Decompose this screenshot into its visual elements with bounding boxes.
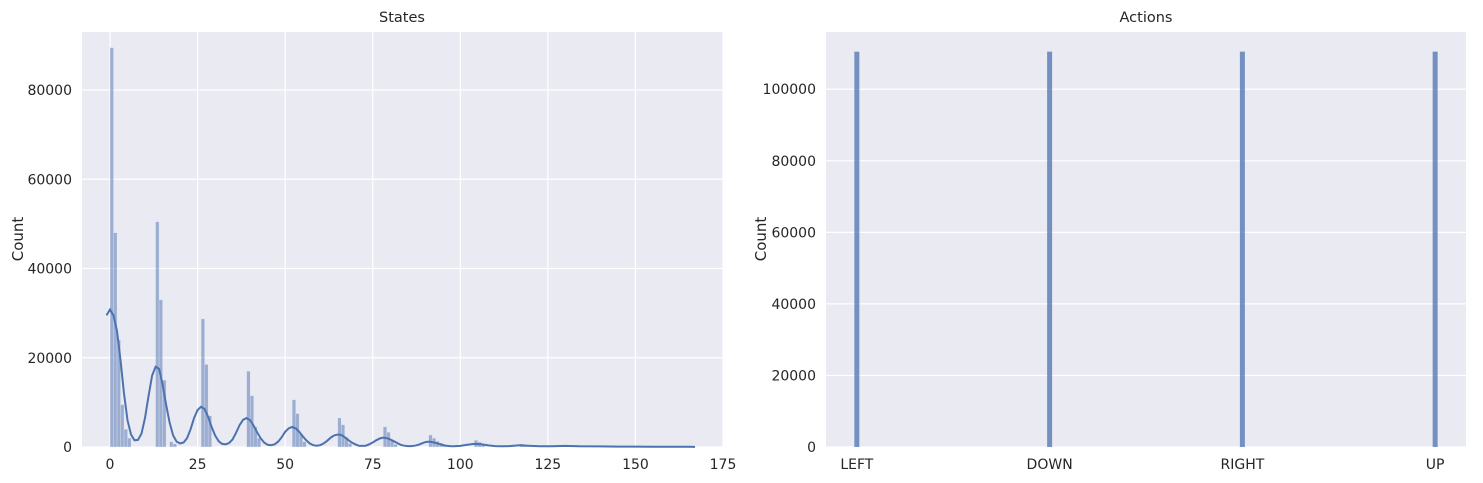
states-histogram-bar bbox=[109, 47, 114, 448]
states-histogram-bar bbox=[256, 437, 261, 448]
actions-y-tick-label: 80000 bbox=[771, 154, 816, 170]
actions-y-tick-labels: 0 20000 40000 60000 80000 100000 bbox=[763, 82, 816, 456]
actions-chart-title: Actions bbox=[1120, 10, 1173, 26]
states-histogram-bar bbox=[204, 364, 209, 448]
states-x-tick-label: 125 bbox=[534, 457, 561, 473]
states-histogram-bar bbox=[344, 437, 349, 448]
actions-x-tick-labels: LEFT DOWN RIGHT UP bbox=[840, 457, 1444, 473]
actions-y-tick-label: 20000 bbox=[771, 368, 816, 384]
states-x-tick-labels: 0 25 50 75 100 125 150 175 bbox=[106, 457, 737, 473]
states-x-tick-label: 0 bbox=[106, 457, 115, 473]
states-histogram-bar bbox=[246, 370, 251, 448]
states-x-tick-label: 100 bbox=[447, 457, 474, 473]
states-x-tick-label: 150 bbox=[622, 457, 649, 473]
states-histogram-bar bbox=[123, 429, 128, 448]
states-y-tick-label: 40000 bbox=[27, 262, 72, 278]
actions-bar-right bbox=[1239, 51, 1245, 447]
actions-x-tick-label: RIGHT bbox=[1220, 457, 1264, 473]
states-histogram-bar bbox=[207, 415, 212, 448]
states-y-tick-label: 80000 bbox=[27, 83, 72, 99]
states-chart-title: States bbox=[379, 10, 425, 26]
actions-plot-area bbox=[826, 32, 1466, 447]
states-histogram-bar bbox=[120, 404, 125, 448]
states-y-tick-label: 0 bbox=[63, 440, 72, 456]
actions-x-tick-label: LEFT bbox=[840, 457, 873, 473]
states-y-tick-labels: 0 20000 40000 60000 80000 bbox=[27, 83, 72, 456]
states-histogram-bar bbox=[127, 437, 132, 448]
states-x-tick-label: 50 bbox=[276, 457, 294, 473]
states-histogram-bar bbox=[169, 441, 174, 448]
states-histogram-panel: 0 25 50 75 100 125 150 175 0 20000 40000 60000 8000… bbox=[9, 10, 736, 473]
states-x-tick-label: 75 bbox=[364, 457, 382, 473]
states-histogram-bar bbox=[162, 379, 167, 448]
states-y-axis-label: Count bbox=[9, 217, 27, 262]
actions-histogram-panel: LEFT DOWN RIGHT UP 0 20000 40000 60000 80000 100… bbox=[752, 10, 1466, 473]
states-gridlines bbox=[82, 32, 724, 448]
states-histogram-bar bbox=[155, 221, 160, 448]
states-histogram-bar bbox=[348, 443, 352, 448]
states-plot-area bbox=[82, 32, 723, 447]
actions-x-tick-label: UP bbox=[1426, 457, 1445, 473]
states-histogram-bar bbox=[113, 232, 118, 448]
states-x-tick-label: 25 bbox=[189, 457, 207, 473]
states-y-tick-label: 20000 bbox=[27, 351, 72, 367]
states-histogram-bar bbox=[292, 399, 296, 448]
actions-bar-left bbox=[854, 51, 860, 447]
actions-y-tick-label: 100000 bbox=[763, 82, 816, 98]
actions-bar-up bbox=[1432, 51, 1438, 447]
actions-y-tick-label: 60000 bbox=[771, 225, 816, 241]
states-y-tick-label: 60000 bbox=[27, 172, 72, 188]
states-histogram-bar bbox=[200, 318, 205, 448]
states-histogram-bar bbox=[172, 443, 177, 448]
actions-y-axis-label: Count bbox=[752, 217, 770, 262]
actions-y-tick-label: 0 bbox=[807, 440, 816, 456]
states-histogram-bar bbox=[302, 441, 307, 448]
actions-histogram-bars bbox=[854, 51, 1438, 447]
states-kde-line bbox=[105, 307, 696, 448]
actions-x-tick-label: DOWN bbox=[1027, 457, 1073, 473]
states-x-tick-label: 175 bbox=[710, 457, 737, 473]
actions-bar-down bbox=[1047, 51, 1053, 447]
actions-y-tick-label: 40000 bbox=[771, 297, 816, 313]
actions-gridlines bbox=[826, 88, 1466, 448]
states-histogram-bar bbox=[337, 417, 342, 448]
states-histogram-bar bbox=[393, 444, 398, 448]
